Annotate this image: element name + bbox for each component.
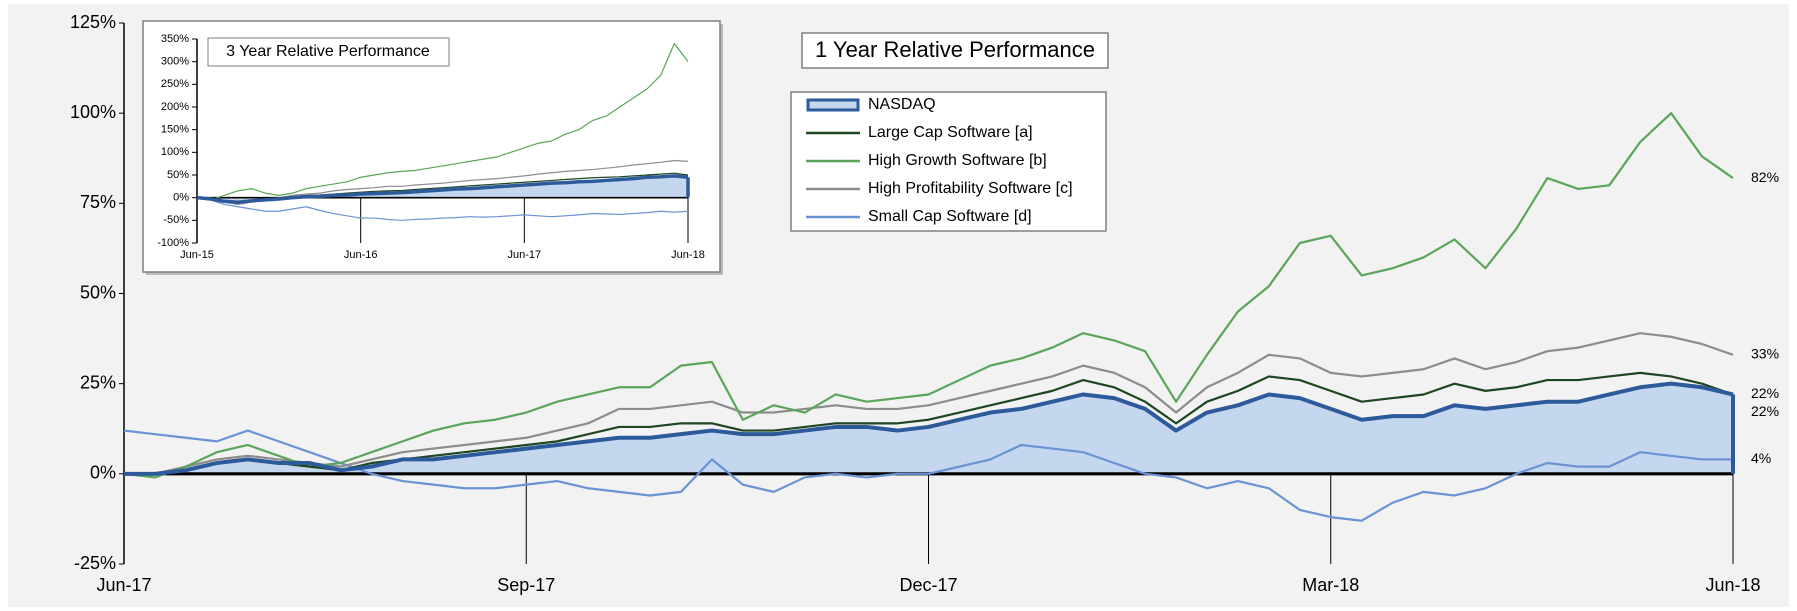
inset-title: 3 Year Relative Performance: [226, 43, 430, 60]
end-label: 82%: [1751, 169, 1779, 185]
y-tick-label: 25%: [80, 372, 116, 392]
legend-label: Small Cap Software [d]: [868, 208, 1032, 225]
end-label: 33%: [1751, 346, 1779, 362]
end-label: 22%: [1751, 385, 1779, 401]
y-tick-label: 350%: [161, 33, 189, 45]
end-label: 22%: [1751, 403, 1779, 419]
series-line: [196, 42, 689, 201]
y-tick-label: -50%: [163, 214, 189, 226]
y-tick-label: 100%: [161, 146, 189, 158]
series-line: [124, 381, 1734, 476]
y-tick-label: 300%: [161, 56, 189, 68]
y-tick-label: 50%: [167, 169, 189, 181]
series-line: [123, 112, 1734, 479]
x-tick-label: Jun-16: [344, 249, 378, 261]
y-tick-label: 100%: [70, 102, 116, 122]
x-tick-label: Jun-15: [180, 249, 214, 261]
x-tick-label: Jun-18: [1705, 575, 1760, 595]
area: [197, 175, 688, 203]
legend-label: NASDAQ: [868, 96, 936, 113]
series-line: [196, 174, 689, 204]
y-tick-label: -25%: [74, 553, 116, 573]
x-tick-label: Jun-17: [96, 575, 151, 595]
legend-label: Large Cap Software [a]: [868, 124, 1033, 141]
legend-label: High Growth Software [b]: [868, 152, 1047, 169]
y-tick-label: 0%: [90, 463, 116, 483]
series-line: [123, 429, 1733, 522]
y-tick-label: 200%: [161, 101, 189, 113]
y-tick-label: -100%: [157, 237, 189, 249]
inset-title-box: [207, 37, 450, 67]
legend-label: High Profitability Software [c]: [868, 180, 1073, 197]
x-tick-label: Sep-17: [497, 575, 555, 595]
y-tick-label: 125%: [70, 12, 116, 32]
x-tick-label: Dec-17: [899, 575, 957, 595]
y-tick-label: 250%: [161, 78, 189, 90]
legend-swatch: [806, 98, 860, 112]
series-line: [196, 197, 689, 221]
series-line: [124, 332, 1734, 475]
y-tick-label: 150%: [161, 124, 189, 136]
y-tick-label: 0%: [173, 192, 189, 204]
x-tick-label: Jun-17: [508, 249, 542, 261]
x-tick-label: Mar-18: [1302, 575, 1359, 595]
title-box: [801, 32, 1109, 69]
x-tick-label: Jun-18: [671, 249, 705, 261]
y-tick-label: 75%: [80, 192, 116, 212]
end-label: 4%: [1751, 450, 1771, 466]
y-tick-label: 50%: [80, 282, 116, 302]
chart-title: 1 Year Relative Performance: [815, 37, 1095, 62]
